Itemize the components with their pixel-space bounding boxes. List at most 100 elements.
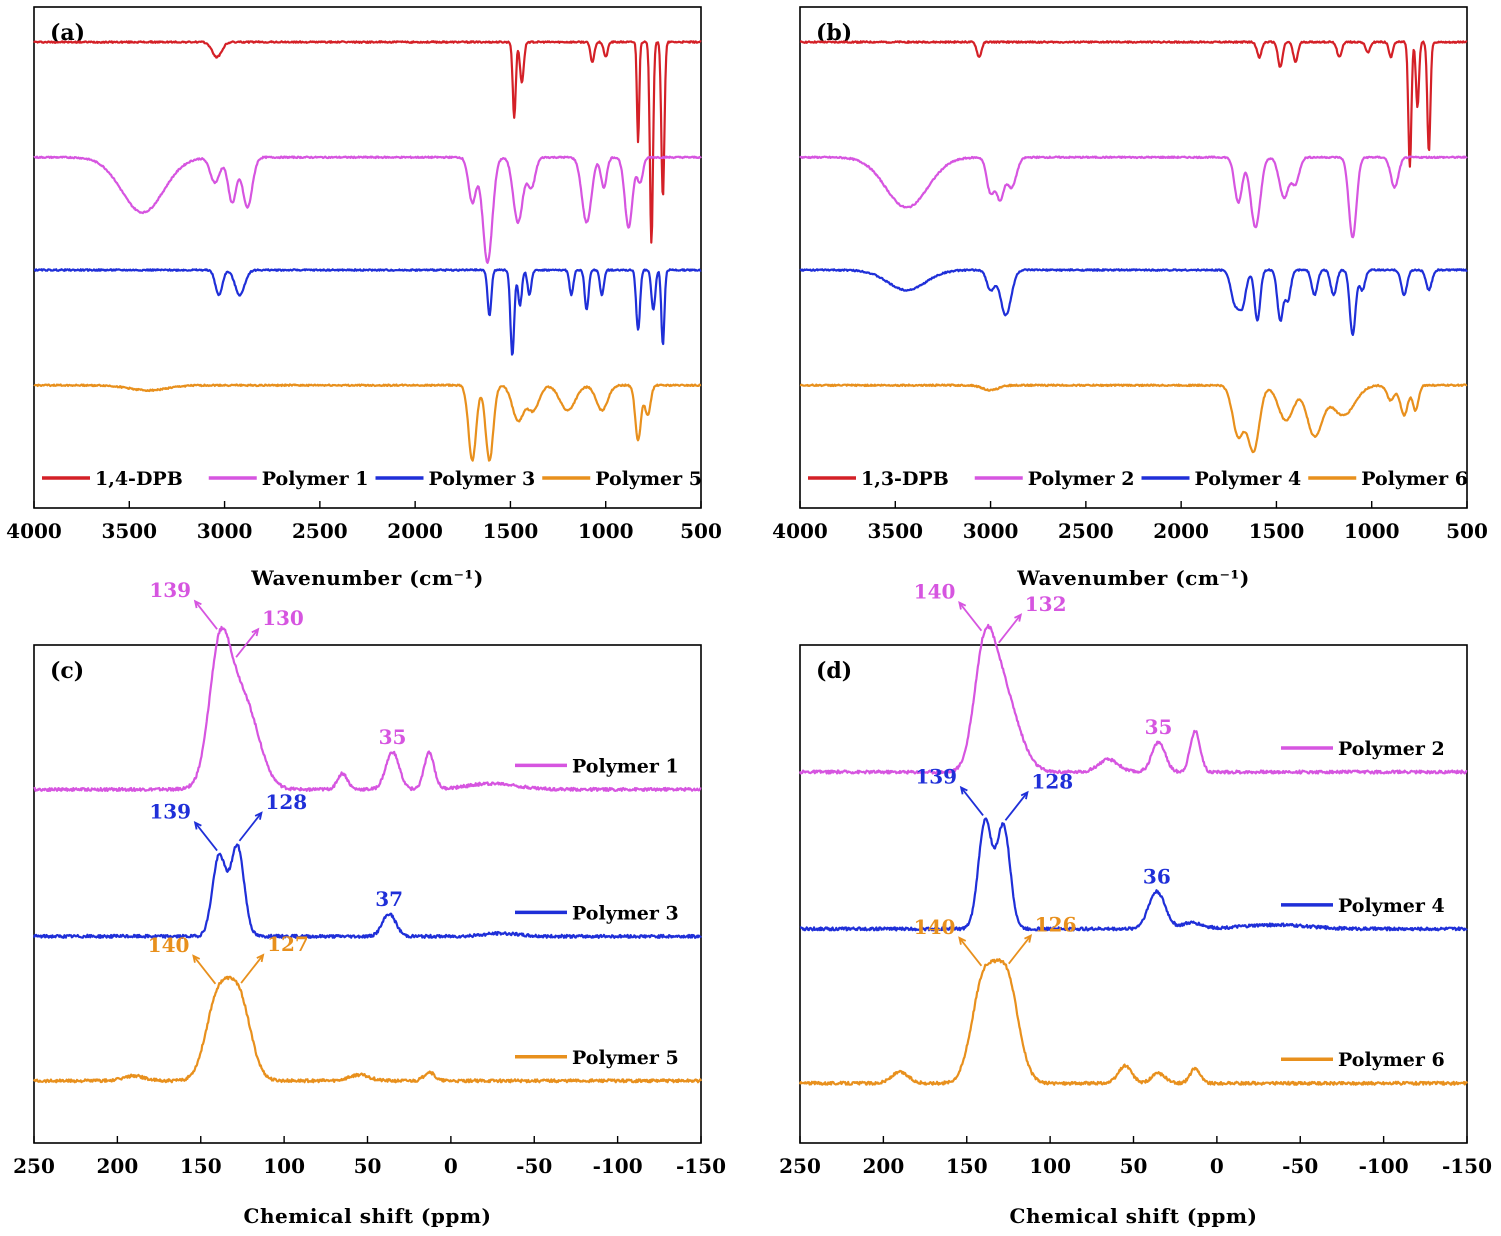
annotation-arrow [240, 954, 264, 984]
x-tick-label: 2000 [1153, 519, 1209, 543]
x-tick-label: 1000 [578, 519, 634, 543]
arrow-head [254, 811, 263, 820]
x-tick-label: 2500 [292, 519, 348, 543]
annotation-arrow [194, 600, 218, 630]
panel-a: 4000 3500 3000 2500 2000 1500 1000 500 Wavenumbe… [6, 6, 722, 590]
peak-label: 132 [1025, 592, 1067, 616]
x-tick-label: 250 [13, 1154, 55, 1178]
x-tick-label: 2000 [387, 519, 443, 543]
arrow-head [1020, 790, 1029, 800]
peak-label: 128 [1031, 769, 1073, 793]
arrow-head [1014, 613, 1023, 622]
arrow-head [251, 627, 260, 637]
peak-label: 139 [915, 764, 957, 788]
annotation-arrow [194, 822, 218, 852]
panel-label: (d) [816, 658, 852, 684]
x-tick-label: 0 [1210, 1154, 1224, 1178]
series-line [799, 155, 1468, 239]
series-line [33, 383, 702, 462]
x-tick-label: -150 [1442, 1154, 1492, 1178]
series-line [798, 958, 1468, 1086]
x-tick-label: 50 [354, 1154, 382, 1178]
peak-label: 36 [1143, 864, 1171, 888]
peak-label: 37 [375, 887, 403, 911]
peak-label: 128 [265, 790, 307, 814]
x-tick-label: 4000 [6, 519, 62, 543]
series-line [799, 40, 1468, 168]
plot-frame [799, 6, 1468, 509]
x-tick-label: -100 [1359, 1154, 1409, 1178]
annotation-arrow [958, 602, 983, 632]
x-tick-label: -50 [516, 1154, 552, 1178]
legend-entry: Polymer 1 [262, 468, 369, 490]
arrow-head [256, 953, 265, 963]
series-line [799, 817, 1468, 932]
legend-entry: Polymer 1 [572, 755, 679, 777]
x-tick-label: 100 [263, 1154, 305, 1178]
x-tick-label: 150 [946, 1154, 988, 1178]
x-tick-label: 250 [779, 1154, 821, 1178]
x-tick-label: 200 [97, 1154, 139, 1178]
panel-c: 250 200 150 100 50 0 -50 -100 -150 Chemical shift… [13, 578, 726, 1228]
x-axis-title: Wavenumber (cm⁻¹) [1016, 566, 1250, 590]
annotation-arrow [235, 628, 259, 658]
x-tick-label: 500 [1446, 519, 1488, 543]
peak-label: 140 [148, 933, 190, 957]
annotation-arrow [192, 955, 217, 985]
x-tick-label: 1000 [1344, 519, 1400, 543]
legend-entry: Polymer 5 [572, 1047, 679, 1069]
peak-label: 35 [1145, 715, 1173, 739]
legend-entry: 1,4-DPB [95, 468, 183, 490]
x-tick-label: 0 [444, 1154, 458, 1178]
x-tick-label: 100 [1029, 1154, 1071, 1178]
peak-label: 127 [267, 932, 309, 956]
legend-entry: Polymer 4 [1195, 468, 1302, 490]
peak-label: 35 [379, 725, 407, 749]
series-line [33, 625, 702, 793]
arrow-head [959, 785, 968, 795]
peak-label: 140 [914, 915, 956, 939]
series-line [33, 40, 702, 244]
annotation-arrow [958, 937, 983, 967]
arrow-head [958, 601, 967, 610]
x-tick-label: 150 [180, 1154, 222, 1178]
series-line [33, 268, 702, 356]
x-tick-label: 1500 [483, 519, 539, 543]
panel-d: 250 200 150 100 50 0 -50 -100 -150 Chemical shift… [779, 580, 1492, 1228]
x-axis-title: Chemical shift (ppm) [1010, 1204, 1258, 1228]
x-tick-label: 50 [1120, 1154, 1148, 1178]
legend-entry: 1,3-DPB [861, 468, 949, 490]
peak-label: 139 [149, 578, 191, 602]
x-tick-label: 3000 [197, 519, 253, 543]
x-tick-label: 2500 [1058, 519, 1114, 543]
series-line [798, 623, 1468, 775]
panel-label: (c) [50, 658, 84, 684]
annotation-arrow [238, 812, 263, 842]
x-tick-label: -100 [593, 1154, 643, 1178]
legend-entry: Polymer 2 [1338, 738, 1445, 760]
series-line [32, 843, 702, 939]
peak-label: 140 [914, 580, 956, 604]
legend-entry: Polymer 5 [595, 468, 702, 490]
x-tick-label: -150 [676, 1154, 726, 1178]
annotation-arrow [998, 614, 1022, 644]
peak-label: 130 [262, 606, 304, 630]
annotation-arrow [960, 786, 984, 817]
plot-frame [33, 6, 702, 509]
series-line [799, 383, 1468, 454]
annotation-arrow [1008, 935, 1032, 965]
legend-entry: Polymer 4 [1338, 895, 1445, 917]
x-axis-title: Wavenumber (cm⁻¹) [250, 566, 484, 590]
arrow-head [1024, 934, 1033, 943]
panel-b: 4000 3500 3000 2500 2000 1500 1000 500 Wavenumbe… [772, 6, 1488, 590]
arrow-head [192, 954, 201, 963]
x-tick-label: 500 [680, 519, 722, 543]
series-line [33, 155, 702, 264]
arrow-head [193, 820, 202, 830]
x-tick-label: 200 [863, 1154, 905, 1178]
legend-entry: Polymer 3 [572, 902, 679, 924]
legend-entry: Polymer 6 [1361, 468, 1468, 490]
x-tick-label: 3500 [101, 519, 157, 543]
annotation-arrow [1004, 791, 1029, 821]
